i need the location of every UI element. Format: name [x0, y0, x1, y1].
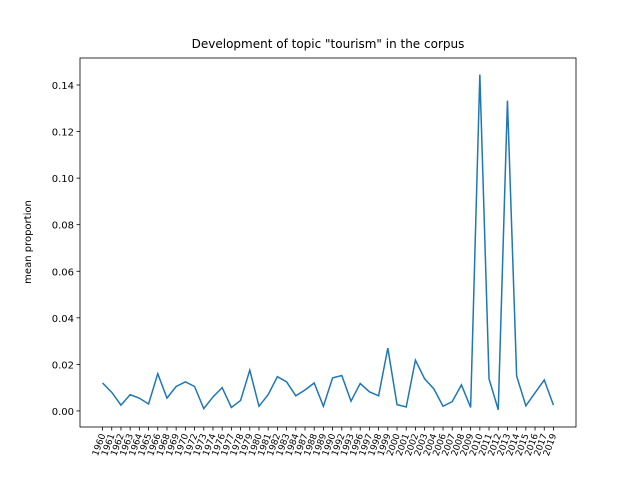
y-axis-label: mean proportion [23, 200, 34, 284]
plot-frame [79, 57, 577, 428]
y-tick-label: 0.04 [52, 314, 74, 325]
y-tick-label: 0.12 [52, 128, 74, 139]
y-tick-label: 0.08 [52, 221, 74, 232]
line [102, 74, 555, 411]
y-tick-label: 0.14 [52, 81, 74, 92]
chart-title: Development of topic "tourism" in the co… [192, 37, 465, 51]
y-tick-label: 0.06 [52, 267, 74, 278]
y-tick-label: 0.10 [52, 174, 74, 185]
y-tick-label: 0.00 [52, 407, 74, 418]
y-tick-label: 0.02 [52, 360, 74, 371]
